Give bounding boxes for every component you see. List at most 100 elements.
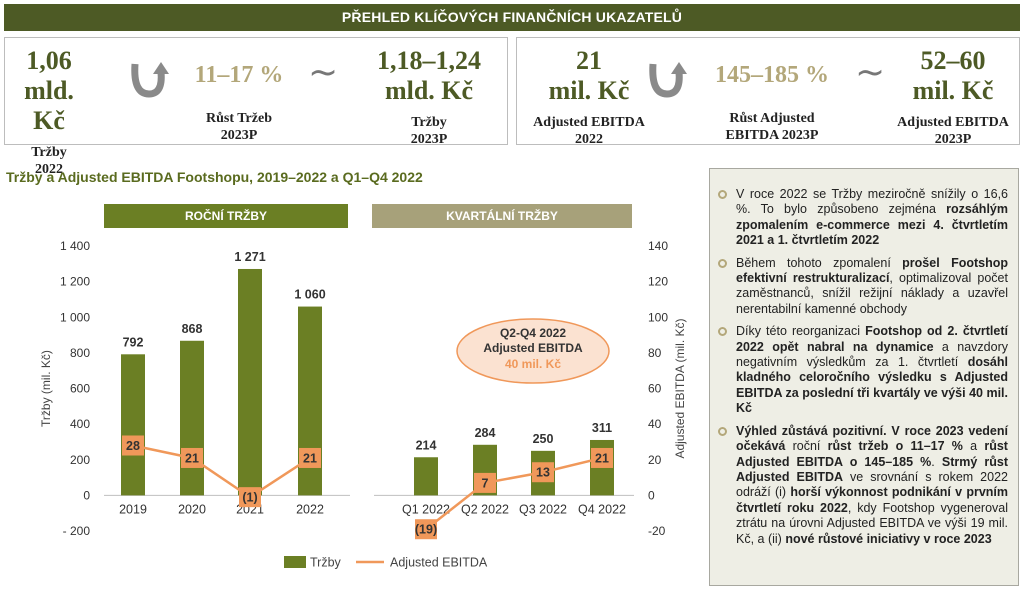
callout-line-1: Q2-Q4 2022 xyxy=(500,326,566,340)
kpi-value: 1,06 xyxy=(26,46,72,75)
ebitda-marker xyxy=(415,519,437,540)
ebitda-data-label: 28 xyxy=(126,439,140,453)
kpi-caption: Růst Tržeb xyxy=(206,111,272,126)
x-tick-label: 2019 xyxy=(119,502,147,516)
ebitda-data-label: 7 xyxy=(482,476,489,490)
revenue-bar-label: 1 060 xyxy=(294,288,325,302)
y2-axis-title: Adjusted EBITDA (mil. Kč) xyxy=(673,318,687,458)
callout-line-2: Adjusted EBITDA xyxy=(483,341,583,355)
kpi-box-revenue: 1,06 mld. Kč Tržby 2022 11–17 % Růst Trž… xyxy=(4,37,508,177)
commentary-item: V roce 2022 se Tržby meziročně snížily o… xyxy=(718,187,1008,249)
ebitda-line-quarterly xyxy=(425,456,603,531)
x-tick-label: 2020 xyxy=(178,502,206,516)
y-tick-label: 800 xyxy=(70,346,90,360)
callout-bubble xyxy=(456,318,610,384)
kpi-box-ebitda: 21 mil. Kč Adjusted EBITDA 2022 145–185 … xyxy=(516,37,1020,148)
kpi-value: 1,18–1,24 xyxy=(377,46,481,75)
revenue-bar-label: 311 xyxy=(592,421,612,435)
revenue-bar xyxy=(238,268,262,496)
commentary-text: a navzdory negativním výsledkům za 1. čt… xyxy=(736,339,1008,370)
ebitda-marker xyxy=(532,462,554,483)
y2-tick-label: 20 xyxy=(648,453,662,467)
ebitda-marker xyxy=(239,487,261,508)
commentary-text: V roce 2022 se Tržby meziročně snížily o… xyxy=(736,187,1008,217)
ebitda-data-label: 21 xyxy=(185,451,199,465)
revenue-ebitda-chart: - 200 0 200 400 600 800 1 000 1 200 1 400 -20 0 20 4… xyxy=(39,239,687,570)
kpi-ebitda-growth: 145–185 % Růst Adjusted EBITDA 2023P xyxy=(697,60,847,144)
kpi-unit: mld. Kč xyxy=(24,76,74,135)
legend-swatch-revenue xyxy=(284,556,306,568)
ebitda-data-label: 21 xyxy=(303,451,317,465)
commentary-bold-text: horší výkonnost podnikání v prvním čtvrt… xyxy=(736,485,1008,515)
commentary-bold-text: rozsáhlým zpomalením e-commerce mezi 4. … xyxy=(736,202,1008,248)
y2-tick-label: 60 xyxy=(648,382,662,396)
kpi-unit: mld. Kč xyxy=(384,76,474,105)
kpi-unit: mil. Kč xyxy=(548,76,630,105)
y-tick-label: 1 200 xyxy=(60,275,90,289)
y2-tick-label: 80 xyxy=(648,346,662,360)
ebitda-marker xyxy=(591,447,613,468)
commentary-text: , optimalizoval počet zaměstnanců, sníži… xyxy=(736,271,1008,316)
ebitda-marker xyxy=(299,447,321,468)
bullet-icon xyxy=(718,426,727,436)
commentary-text: Během tohoto zpomalení xyxy=(736,255,903,270)
x-tick-label: Q1 2022 xyxy=(402,502,450,516)
kpi-caption: Růst Adjusted xyxy=(729,111,815,126)
page-banner: PŘEHLED KLÍČOVÝCH FINANČNÍCH UKAZATELŮ xyxy=(4,4,1020,31)
x-tick-label: Q3 2022 xyxy=(519,502,567,516)
commentary-text: . xyxy=(931,454,942,469)
commentary-text: a xyxy=(962,439,985,454)
kpi-revenue-2023p: 1,18–1,24 mld. Kč Tržby 2023P xyxy=(359,46,499,148)
kpi-caption: Tržby xyxy=(411,115,447,130)
commentary-bold-text: nové růstové iniciativy v roce 2023 xyxy=(785,531,992,546)
legend-label-ebitda: Adjusted EBITDA xyxy=(390,556,488,570)
kpi-revenue-2022: 1,06 mld. Kč Tržby 2022 xyxy=(9,46,89,178)
growth-arrow-icon xyxy=(649,62,687,98)
y-tick-label: 400 xyxy=(70,417,90,431)
y2-tick-label: -20 xyxy=(648,524,666,538)
kpi-caption-year: 2022 xyxy=(575,132,603,147)
kpi-unit: mil. Kč xyxy=(912,76,994,105)
kpi-revenue-growth: 11–17 % Růst Tržeb 2023P xyxy=(169,60,309,144)
commentary-text: roční xyxy=(785,439,828,454)
bullet-icon xyxy=(718,258,727,268)
x-tick-label: 2022 xyxy=(296,502,324,516)
commentary-bold-text: Výhled zůstává pozitivní. V roce 2023 ve… xyxy=(736,423,1008,454)
commentary-bold-text: růst Adjusted EBITDA o 145–185 % xyxy=(736,439,1008,469)
commentary-bold-text: dosáhl kladného celoročního výsledku s A… xyxy=(736,355,1008,416)
y-tick-label: 200 xyxy=(70,453,90,467)
commentary-item: Díky této reorganizaci Footshop od 2. čt… xyxy=(718,324,1008,416)
legend-label-revenue: Tržby xyxy=(310,556,342,570)
tilde-icon: ~ xyxy=(308,52,339,93)
commentary-bold-text: Strmý růst Adjusted EBITDA xyxy=(736,454,1008,484)
tilde-icon: ~ xyxy=(855,52,886,93)
commentary-list: V roce 2022 se Tržby meziročně snížily o… xyxy=(718,187,1008,547)
revenue-bar-label: 792 xyxy=(123,335,144,349)
y2-tick-label: 140 xyxy=(648,239,668,253)
y2-tick-label: 100 xyxy=(648,310,668,324)
y2-tick-label: 120 xyxy=(648,275,668,289)
commentary-text: , kdy Footshop vygeneroval ztrátu na úro… xyxy=(736,500,1008,546)
revenue-bar xyxy=(414,457,438,496)
revenue-bar-label: 250 xyxy=(533,432,554,446)
growth-arrow-icon xyxy=(131,62,169,98)
y-tick-label: 0 xyxy=(83,488,90,502)
kpi-caption-year: 2022 xyxy=(35,162,63,177)
revenue-bar-label: 284 xyxy=(475,426,496,440)
commentary-bold-text: růst tržeb o 11–17 % xyxy=(827,439,963,454)
ebitda-line-annual xyxy=(132,444,311,499)
chart-title: Tržby a Adjusted EBITDA Footshopu, 2019–… xyxy=(6,169,423,185)
revenue-bar xyxy=(180,340,204,496)
commentary-bold-text: prošel Footshop efektivní restrukturaliz… xyxy=(736,255,1008,286)
kpi-caption: Adjusted EBITDA xyxy=(897,115,1009,130)
kpi-ebitda-2023p: 52–60 mil. Kč Adjusted EBITDA 2023P xyxy=(889,46,1017,148)
ebitda-data-label: (1) xyxy=(242,491,257,505)
panel-header-annual: ROČNÍ TRŽBY xyxy=(104,204,348,228)
kpi-growth-value: 145–185 % xyxy=(715,62,829,88)
kpi-ebitda-2022: 21 mil. Kč Adjusted EBITDA 2022 xyxy=(523,46,655,148)
revenue-bar-label: 868 xyxy=(182,322,203,336)
ebitda-data-label: 21 xyxy=(595,451,609,465)
ebitda-marker xyxy=(181,447,203,468)
kpi-caption-year: 2023P xyxy=(220,128,258,143)
panel-header-quarterly: KVARTÁLNÍ TRŽBY xyxy=(372,204,632,228)
